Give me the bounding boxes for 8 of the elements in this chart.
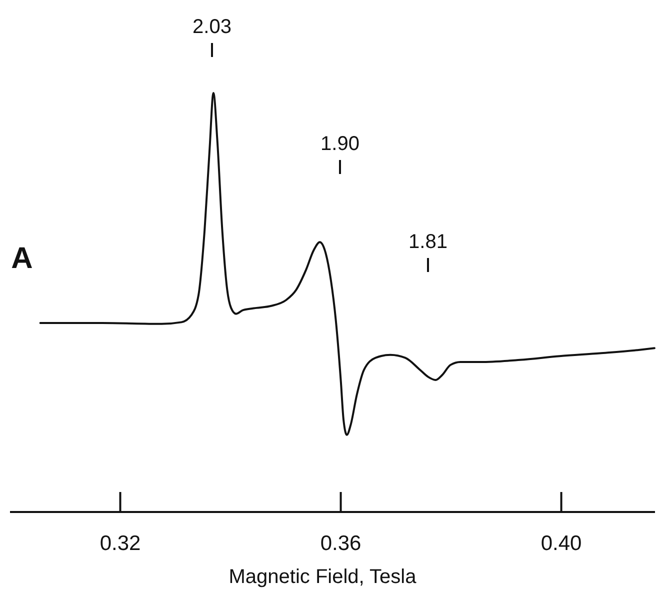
annotation: 1.90 — [320, 133, 360, 155]
x-tick-label: 0.32 — [100, 532, 141, 555]
annotation: A — [11, 242, 33, 275]
x-tick-label: 0.36 — [320, 532, 362, 555]
text: 2.03 — [192, 16, 232, 38]
annotation: 1.81 — [408, 231, 448, 253]
x-tick-label: 0.40 — [540, 532, 582, 555]
x-axis-title: Magnetic Field, Tesla — [228, 566, 418, 588]
